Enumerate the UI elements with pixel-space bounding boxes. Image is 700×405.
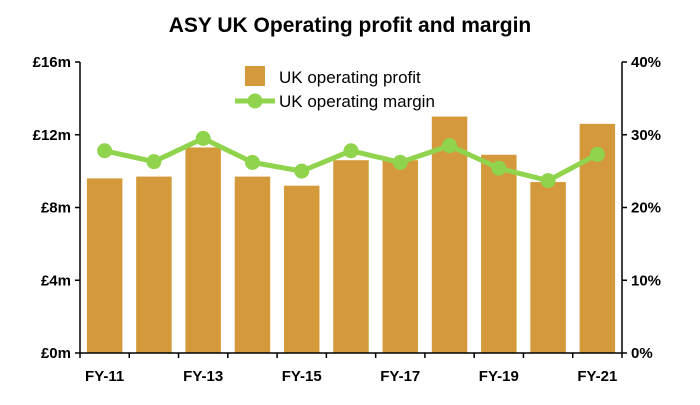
x-tick-label: FY-11	[85, 368, 124, 385]
legend: UK operating profit UK operating margin	[235, 66, 435, 111]
right-tick-label: 10%	[631, 272, 661, 289]
margin-point-fy-21	[589, 146, 605, 162]
bar-fy-19	[481, 154, 517, 353]
legend-label-profit: UK operating profit	[279, 68, 421, 87]
margin-point-fy-20	[540, 173, 556, 189]
axes-group: £0m £4m £8m £12m £16m 0% 10% 20% 30% 40% FY-11 FY-1…	[33, 54, 661, 385]
right-tick-label: 20%	[631, 200, 661, 217]
right-tick-label: 0%	[631, 345, 653, 362]
bar-fy-12	[136, 176, 172, 353]
right-tick-label: 40%	[631, 54, 661, 71]
margin-point-fy-11	[97, 143, 113, 159]
legend-swatch-profit	[245, 66, 265, 86]
left-tick-label: £16m	[33, 54, 71, 71]
bar-fy-11	[86, 178, 123, 353]
legend-label-margin: UK operating margin	[279, 92, 435, 111]
margin-point-fy-12	[146, 154, 162, 170]
x-tick-label: FY-17	[380, 368, 420, 385]
margin-point-fy-19	[491, 160, 507, 176]
chart-title: ASY UK Operating profit and margin	[169, 14, 531, 37]
bar-fy-15	[283, 185, 320, 353]
margin-point-fy-13	[195, 130, 211, 146]
x-tick-label: FY-15	[282, 368, 322, 385]
left-tick-label: £0m	[41, 345, 71, 362]
bar-fy-14	[234, 176, 271, 353]
bar-fy-18	[431, 116, 468, 353]
x-tick-label: FY-13	[183, 368, 223, 385]
margin-point-fy-15	[294, 163, 310, 179]
bar-series-group	[86, 116, 616, 354]
right-tick-label: 30%	[631, 127, 661, 144]
left-tick-label: £12m	[33, 127, 71, 144]
line-series-group	[97, 130, 605, 189]
bar-fy-16	[333, 160, 369, 353]
margin-point-fy-18	[442, 138, 458, 154]
left-tick-label: £8m	[41, 200, 71, 217]
bar-fy-13	[185, 147, 221, 353]
x-tick-label: FY-21	[577, 368, 617, 385]
bar-fy-20	[530, 182, 566, 353]
margin-point-fy-17	[392, 154, 408, 170]
margin-point-fy-16	[343, 143, 359, 159]
left-tick-label: £4m	[41, 272, 71, 289]
x-tick-label: FY-19	[479, 368, 519, 385]
bar-fy-17	[382, 160, 419, 353]
margin-point-fy-14	[244, 154, 260, 170]
legend-swatch-margin-marker	[247, 93, 263, 109]
